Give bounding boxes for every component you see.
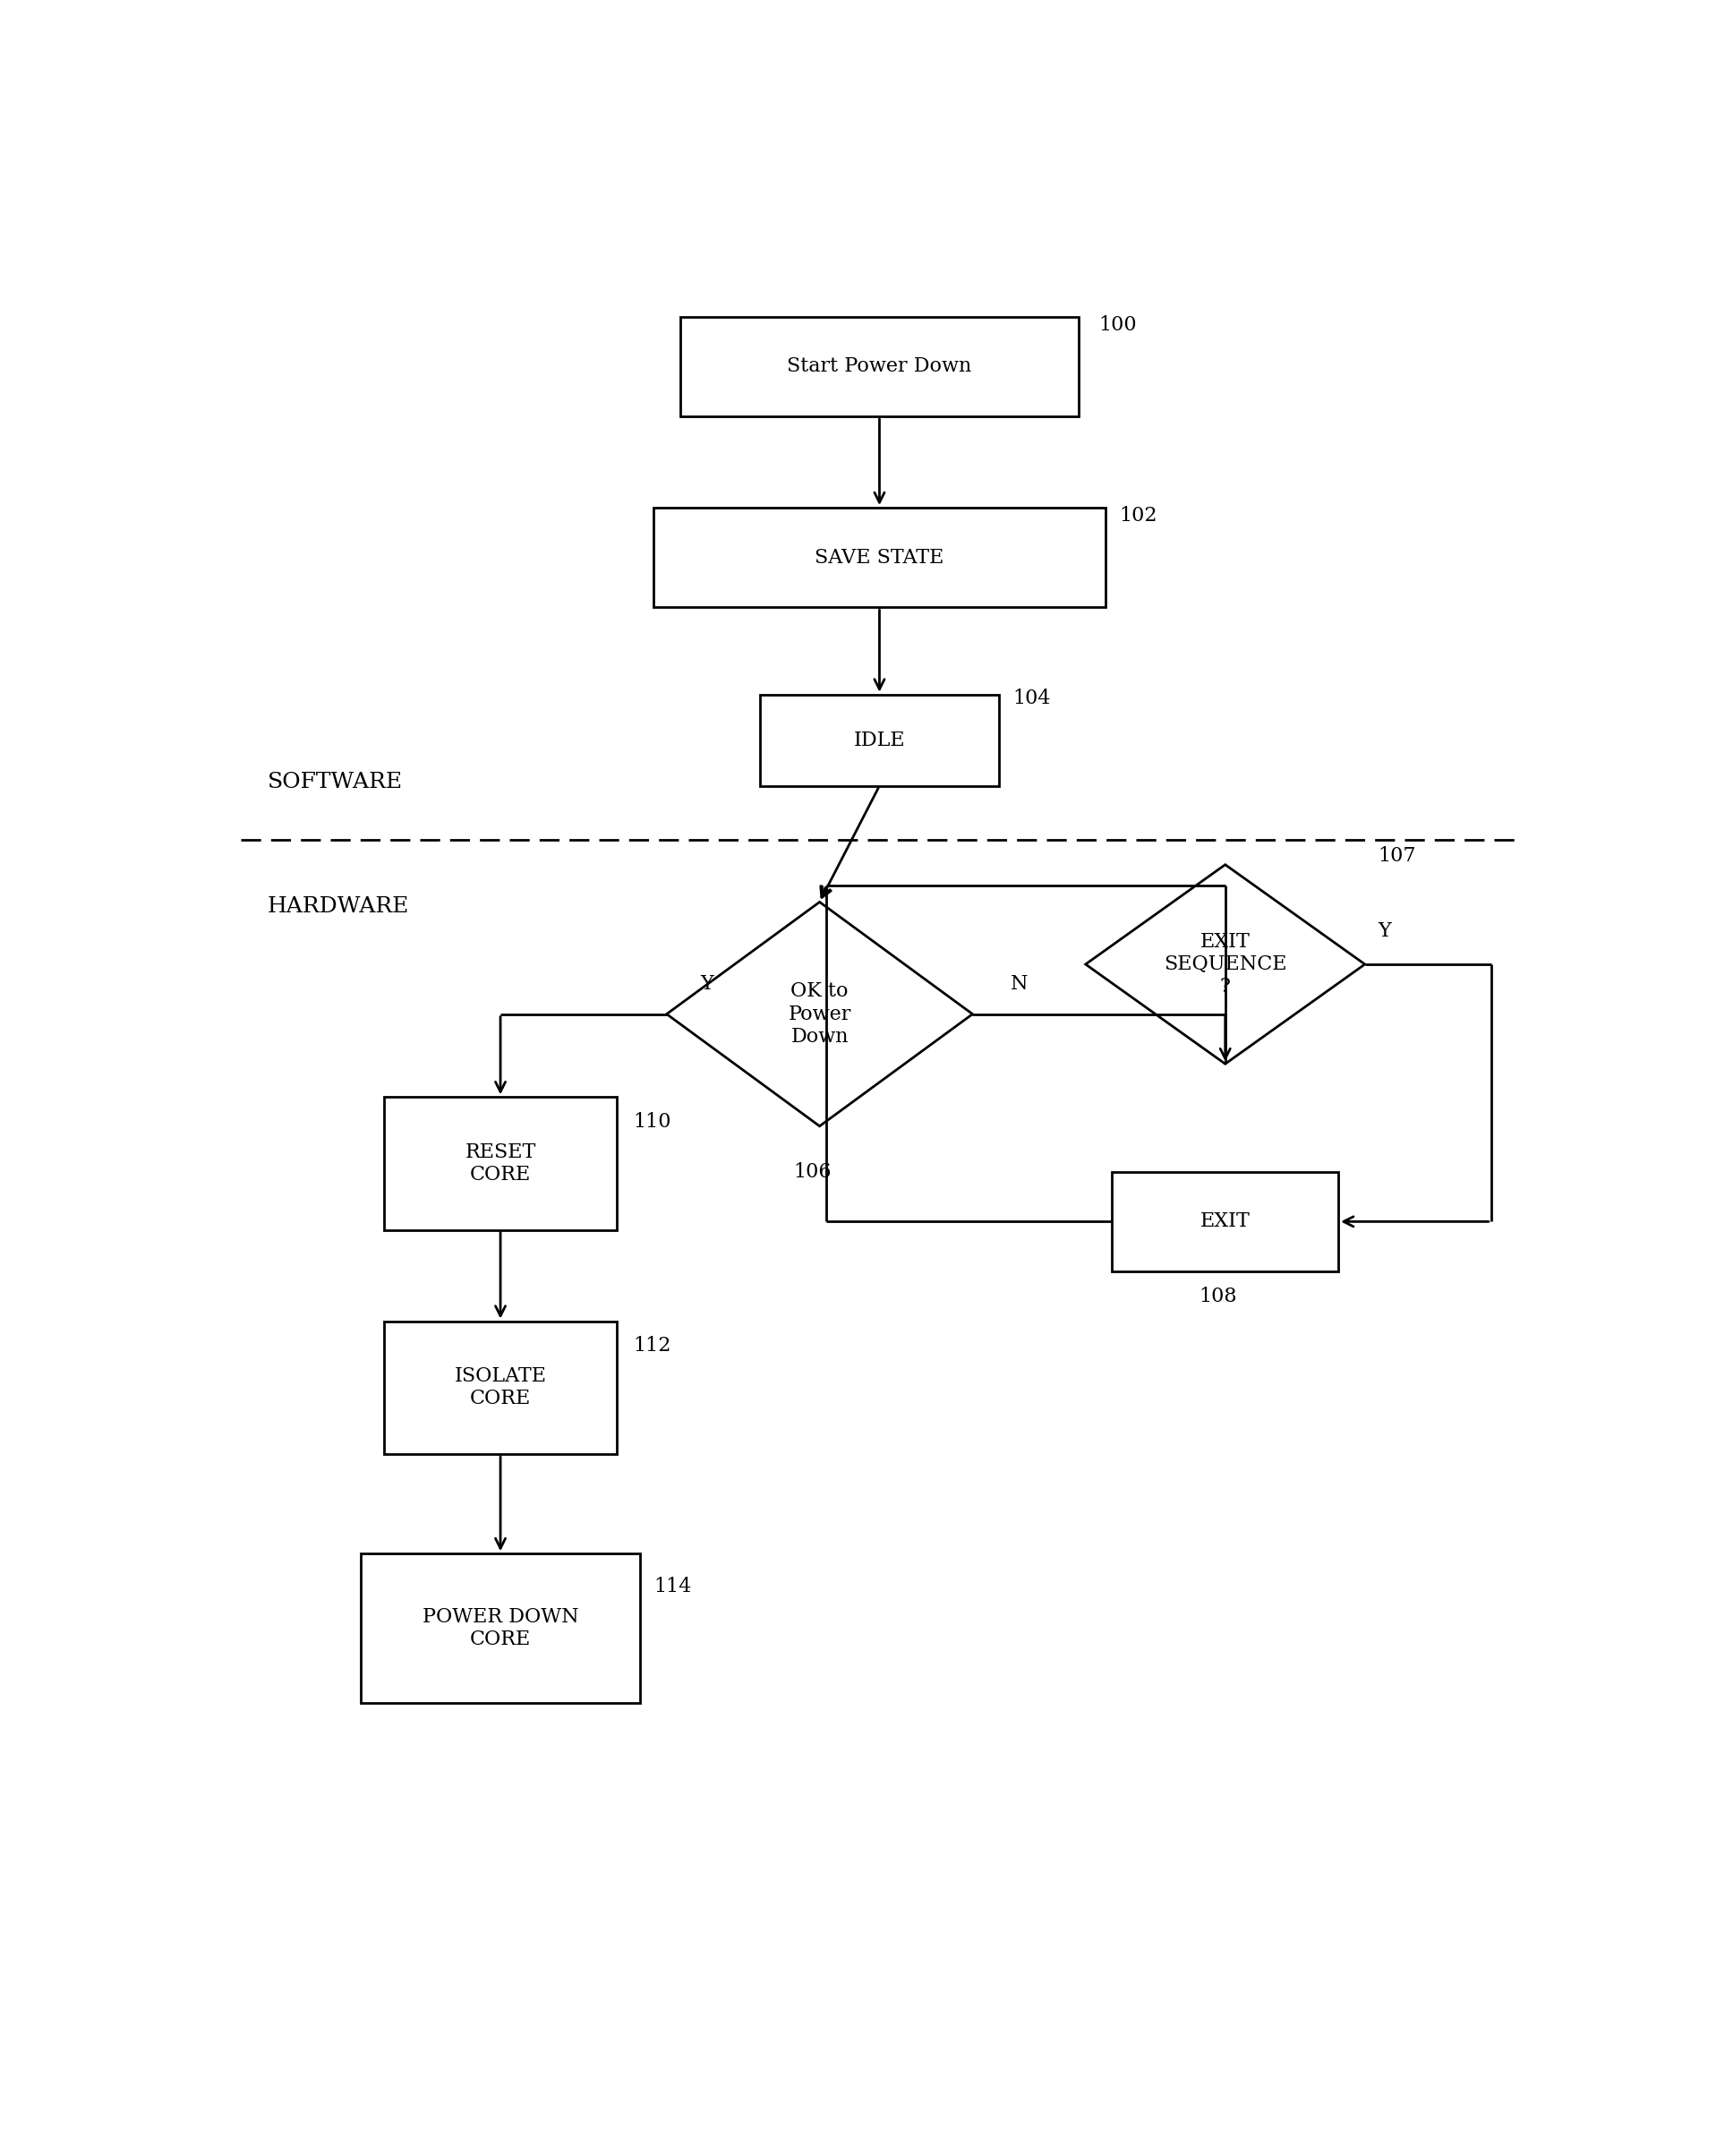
Text: SOFTWARE: SOFTWARE xyxy=(268,772,403,791)
Text: RESET
CORE: RESET CORE xyxy=(465,1143,535,1184)
Text: POWER DOWN
CORE: POWER DOWN CORE xyxy=(422,1606,578,1649)
Polygon shape xyxy=(668,901,973,1125)
Bar xyxy=(760,694,999,785)
Text: EXIT: EXIT xyxy=(1199,1212,1251,1231)
Bar xyxy=(654,509,1105,608)
Text: 114: 114 xyxy=(654,1576,692,1598)
Bar xyxy=(1112,1173,1338,1272)
Text: 107: 107 xyxy=(1378,847,1416,867)
Bar xyxy=(360,1554,640,1703)
Text: 112: 112 xyxy=(633,1337,671,1356)
Text: OK to
Power
Down: OK to Power Down xyxy=(788,981,851,1046)
Text: Y: Y xyxy=(1378,921,1392,940)
Text: 104: 104 xyxy=(1012,688,1050,709)
Bar xyxy=(384,1097,616,1229)
Text: Y: Y xyxy=(700,975,714,994)
Bar xyxy=(680,317,1079,416)
Text: 108: 108 xyxy=(1199,1287,1237,1307)
Text: 110: 110 xyxy=(633,1112,671,1132)
Text: 100: 100 xyxy=(1098,315,1138,334)
Text: 106: 106 xyxy=(793,1162,831,1181)
Text: 102: 102 xyxy=(1119,507,1157,526)
Text: SAVE STATE: SAVE STATE xyxy=(815,548,944,567)
Text: IDLE: IDLE xyxy=(853,731,906,750)
Text: Start Power Down: Start Power Down xyxy=(788,356,971,377)
Text: HARDWARE: HARDWARE xyxy=(268,897,410,916)
Bar xyxy=(384,1322,616,1453)
Text: ISOLATE
CORE: ISOLATE CORE xyxy=(455,1367,546,1408)
Text: EXIT
SEQUENCE
?: EXIT SEQUENCE ? xyxy=(1163,931,1287,996)
Text: N: N xyxy=(1011,975,1028,994)
Polygon shape xyxy=(1086,865,1364,1063)
